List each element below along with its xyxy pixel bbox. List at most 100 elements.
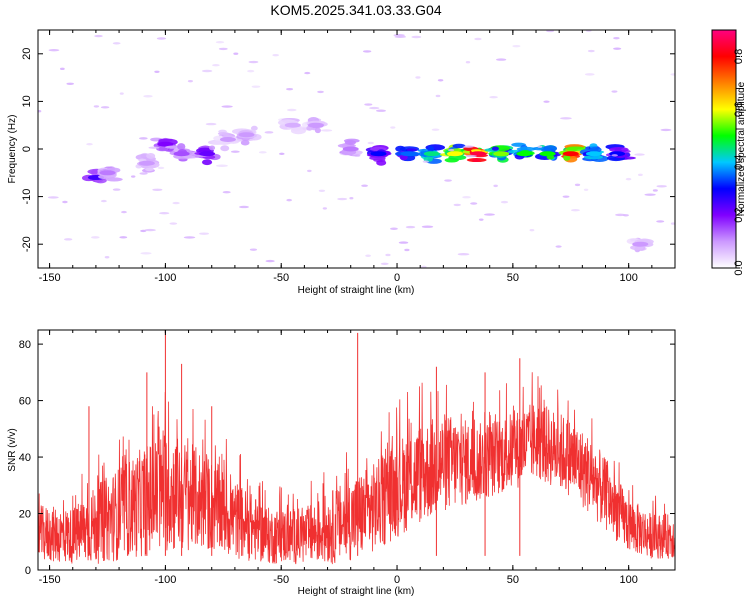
spectrogram-noise xyxy=(543,100,550,103)
spectrogram-x-label: Height of straight line (km) xyxy=(298,285,415,296)
spectrogram-xtick-label: -100 xyxy=(154,272,176,284)
spectrogram-xtick-label: -50 xyxy=(273,272,289,284)
spectrogram-noise xyxy=(431,128,440,131)
spectrogram-noise xyxy=(249,248,258,251)
spectrogram-cell xyxy=(369,156,386,161)
spectrogram-noise xyxy=(287,108,297,112)
snr-xtick-label: -100 xyxy=(154,574,176,586)
colorbar-frame xyxy=(711,29,737,269)
spectrogram-noise xyxy=(286,198,292,202)
spectrogram-xtick-label: -150 xyxy=(39,272,61,284)
spectrogram-noise xyxy=(152,188,163,191)
spectrogram-noise xyxy=(584,73,595,76)
spectrogram-noise xyxy=(457,253,470,256)
spectrogram-x-axis: -150 -100 -50 0 50 100 xyxy=(39,30,676,284)
spectrogram-noise xyxy=(405,225,416,229)
spectrogram-noise xyxy=(112,42,121,45)
spectrogram-noise xyxy=(239,205,249,209)
spectrogram-noise xyxy=(172,201,180,205)
spectrogram-y-label: Frequency (Hz) xyxy=(7,115,18,184)
spectrogram-noise xyxy=(444,179,452,182)
spectrogram-noise xyxy=(448,148,455,152)
spectrogram-cell xyxy=(217,132,230,136)
spectrogram-noise xyxy=(318,189,326,192)
spectrogram-cell xyxy=(541,148,552,152)
spectrogram-peak xyxy=(493,151,510,157)
spectrogram-peak xyxy=(585,151,602,157)
spectrogram-noise xyxy=(218,47,228,51)
spectrogram-cell xyxy=(344,140,357,145)
spectrogram-noise xyxy=(248,60,259,64)
spectrogram-noise xyxy=(437,79,444,82)
spectrogram-noise xyxy=(500,200,509,204)
spectrogram-noise xyxy=(465,154,477,158)
spectrogram-noise xyxy=(230,150,240,153)
spectrogram-noise xyxy=(264,131,274,134)
spectrogram-peak xyxy=(446,151,463,157)
spectrogram-noise xyxy=(91,236,100,239)
spectrogram-noise xyxy=(233,52,239,55)
spectrogram-noise xyxy=(369,106,380,110)
spectrogram-noise xyxy=(453,203,461,207)
spectrogram-noise xyxy=(484,213,495,216)
spectrogram-noise xyxy=(139,172,148,175)
spectrogram-peak xyxy=(284,122,301,128)
spectrogram-peak xyxy=(199,151,216,157)
spectrogram-noise xyxy=(393,33,405,37)
snr-frame xyxy=(37,329,676,571)
snr-ytick-label: 20 xyxy=(19,509,31,521)
spectrogram-noise xyxy=(157,166,165,170)
spectrogram-peak xyxy=(370,151,387,157)
spectrogram-cell xyxy=(563,155,571,161)
spectrogram-noise xyxy=(154,70,160,74)
spectrogram-noise xyxy=(398,241,409,244)
spectrogram-cell xyxy=(177,143,186,151)
spectrogram-noise xyxy=(390,227,398,230)
spectrogram-cell xyxy=(491,146,499,151)
spectrogram-noise xyxy=(307,169,312,173)
spectrogram-noise xyxy=(670,222,675,225)
colorbar-tick-label: 0.4 xyxy=(733,155,745,170)
spectrogram-noise xyxy=(279,152,285,156)
snr-line xyxy=(38,372,675,565)
spectrogram-noise xyxy=(337,197,348,201)
spectrogram-ytick-label: -20 xyxy=(21,236,33,252)
spectrogram-cell xyxy=(201,159,213,166)
spectrogram-peak xyxy=(400,151,417,157)
spectrogram-noise xyxy=(66,82,74,85)
spectrogram-noise xyxy=(140,252,152,255)
spectrogram-peak xyxy=(219,136,236,142)
spectrogram-noise xyxy=(201,69,213,73)
spectrogram-noise xyxy=(415,76,421,79)
spectrogram-noise xyxy=(215,41,225,44)
spectrogram-cell xyxy=(240,139,250,146)
spectrogram-noise xyxy=(463,145,474,148)
spectrogram-noise xyxy=(390,126,396,129)
spectrogram-noise xyxy=(587,49,595,53)
spectrogram-cell xyxy=(565,146,586,152)
spectrogram-noise xyxy=(121,210,127,214)
spectrogram-noise xyxy=(365,254,371,257)
spectrogram-noise xyxy=(385,253,391,257)
spectrogram-noise xyxy=(422,160,429,163)
spectrogram-noise xyxy=(375,109,387,112)
colorbar-gradient xyxy=(712,30,736,268)
spectrogram-peak xyxy=(138,160,155,166)
spectrogram-noise xyxy=(304,71,311,75)
spectrogram-y-axis: -20 -10 0 10 20 xyxy=(21,48,675,252)
spectrogram-noise xyxy=(144,228,156,232)
spectrogram-noise xyxy=(611,90,618,93)
spectrogram-noise xyxy=(349,197,354,200)
spectrogram-noise xyxy=(560,117,572,120)
spectrogram-noise xyxy=(465,61,471,64)
spectrogram-noise xyxy=(222,191,231,194)
spectrogram-noise xyxy=(493,184,498,188)
spectrogram-noise xyxy=(435,94,441,98)
spectrogram-noise xyxy=(221,105,233,108)
spectrogram-xtick-label: 0 xyxy=(394,272,400,284)
spectrogram-noise xyxy=(562,195,570,198)
spectrogram-noise xyxy=(94,34,103,38)
spectrogram-noise xyxy=(489,95,498,99)
snr-xtick-label: -150 xyxy=(39,574,61,586)
